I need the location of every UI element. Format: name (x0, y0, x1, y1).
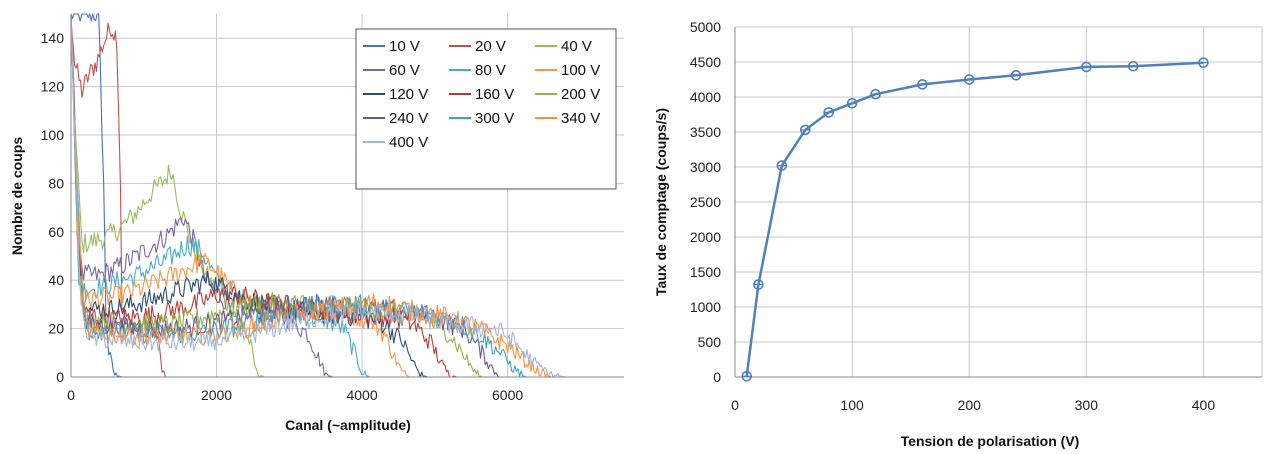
legend-label: 340 V (561, 110, 600, 127)
count-rate-x-tick-label: 200 (958, 397, 982, 413)
legend-label: 300 V (475, 110, 514, 127)
count-rate-y-tick-label: 3000 (690, 159, 721, 175)
count-rate-tick-labels: 0500100015002000250030003500400045005000… (690, 19, 1215, 413)
spectra-y-tick-label: 100 (41, 127, 65, 143)
spectra-x-tick-label: 0 (67, 387, 75, 403)
count-rate-x-axis-title: Tension de polarisation (V) (901, 433, 1080, 449)
spectra-legend: 10 V 20 V 40 V 60 V 80 V 100 V 120 V 160 V 200 V… (355, 28, 617, 190)
count-rate-y-tick-label: 2000 (690, 229, 721, 245)
count-rate-y-tick-label: 3500 (690, 124, 721, 140)
legend-label: 60 V (389, 62, 420, 79)
count-rate-x-tick-label: 100 (840, 397, 864, 413)
spectra-x-axis-title: Canal (~amplitude) (285, 417, 411, 433)
legend-label: 120 V (389, 86, 428, 103)
count-rate-chart: 0500100015002000250030003500400045005000… (653, 19, 1263, 449)
spectra-axes (70, 14, 624, 378)
count-rate-series (741, 57, 1209, 382)
spectra-tick-labels: 0 20 40 60 80 100 120 140 0 2000 4000 6000 (41, 30, 524, 403)
spectra-x-tick-label: 4000 (346, 387, 377, 403)
spectra-y-axis-title: Nombre de coups (9, 137, 25, 255)
spectrum-line-400v (70, 13, 624, 378)
spectra-y-tick-label: 0 (56, 369, 64, 385)
count-rate-y-tick-label: 0 (713, 369, 721, 385)
count-rate-x-tick-label: 300 (1075, 397, 1099, 413)
count-rate-y-tick-label: 4500 (690, 54, 721, 70)
spectra-y-tick-label: 80 (48, 175, 64, 191)
count-rate-y-tick-label: 1000 (690, 299, 721, 315)
spectra-y-tick-label: 60 (48, 224, 64, 240)
count-rate-y-tick-label: 4000 (690, 89, 721, 105)
spectra-legend-box (355, 28, 617, 190)
spectrum-line-340v (70, 18, 624, 378)
spectra-x-tick-label: 2000 (201, 387, 232, 403)
count-rate-y-tick-label: 1500 (690, 264, 721, 280)
spectra-y-tick-label: 20 (48, 321, 64, 337)
legend-label: 160 V (475, 86, 514, 103)
count-rate-y-tick-label: 2500 (690, 194, 721, 210)
legend-label: 200 V (561, 86, 600, 103)
count-rate-x-tick-label: 400 (1192, 397, 1216, 413)
count-rate-grid (735, 26, 1263, 377)
count-rate-y-tick-label: 500 (698, 334, 722, 350)
legend-label: 20 V (475, 38, 506, 55)
legend-label: 40 V (561, 38, 592, 55)
legend-label: 100 V (561, 62, 600, 79)
count-rate-x-tick-label: 0 (731, 397, 739, 413)
count-rate-y-tick-label: 5000 (690, 19, 721, 35)
spectra-y-tick-label: 40 (48, 272, 64, 288)
legend-label: 80 V (475, 62, 506, 79)
legend-label: 240 V (389, 110, 428, 127)
spectra-x-tick-label: 6000 (492, 387, 523, 403)
count-rate-axes (734, 27, 1262, 378)
legend-label: 10 V (389, 38, 420, 55)
spectra-chart: 0 20 40 60 80 100 120 140 0 2000 4000 6000 Canal (~… (9, 13, 624, 433)
count-rate-line (745, 61, 1204, 377)
spectra-y-tick-label: 140 (41, 30, 65, 46)
count-rate-y-axis-title: Taux de comptage (coups/s) (653, 108, 669, 296)
legend-label: 400 V (389, 134, 428, 151)
spectra-y-tick-label: 120 (41, 79, 65, 95)
